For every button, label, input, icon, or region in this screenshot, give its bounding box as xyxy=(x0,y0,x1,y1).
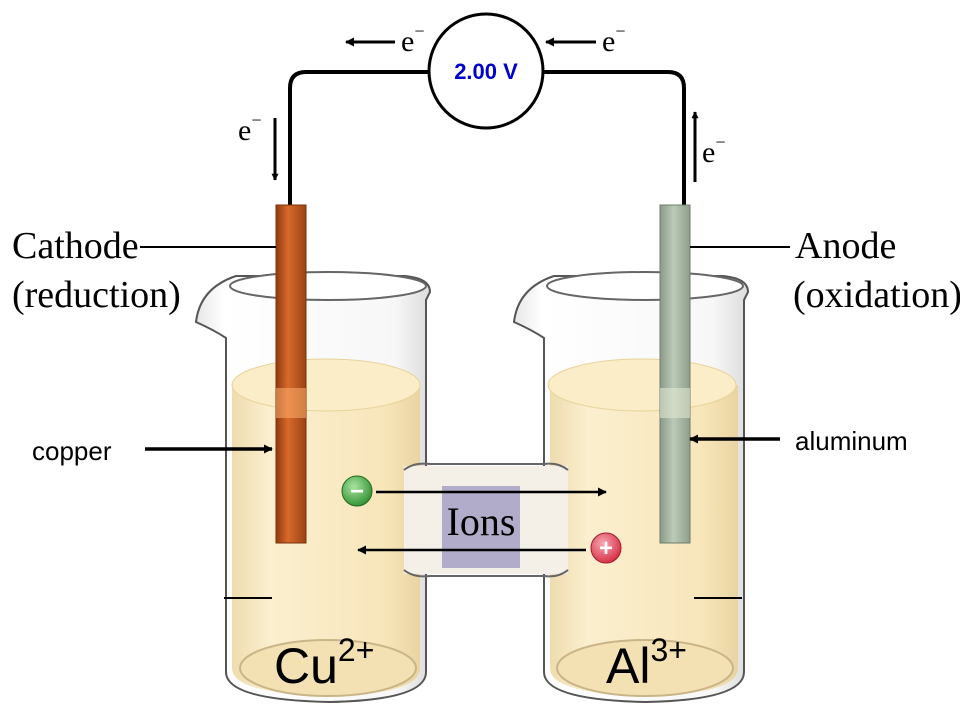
cathode-sublabel: (reduction) xyxy=(12,274,181,316)
anode-label: Anode xyxy=(795,225,896,267)
copper-electrode xyxy=(275,204,307,544)
electron-label-top-left: e− xyxy=(401,21,424,58)
electron-label-left: e− xyxy=(238,110,261,147)
anode-sublabel: (oxidation) xyxy=(793,274,960,316)
copper-label: copper xyxy=(32,436,112,466)
left-beaker-bottom xyxy=(239,639,417,697)
salt-bridge: Ions xyxy=(403,462,569,578)
left-solution-surface xyxy=(231,358,421,412)
cathode-label: Cathode xyxy=(12,225,139,267)
aluminum-label: aluminum xyxy=(795,426,908,456)
external-wire xyxy=(288,70,686,205)
svg-text:+: + xyxy=(599,535,613,562)
aluminum-ion-label: Al3+ xyxy=(606,632,687,694)
copper-ion-label: Cu2+ xyxy=(274,632,374,694)
salt-bridge-band xyxy=(442,486,520,568)
right-solution-surface xyxy=(547,358,737,412)
right-beaker-bottom xyxy=(556,639,734,697)
aluminum-electrode xyxy=(659,204,691,544)
svg-text:−: − xyxy=(350,478,364,505)
negative-ion: − xyxy=(341,475,373,507)
voltmeter: 2.00 V xyxy=(427,12,545,130)
ions-label: Ions xyxy=(447,499,516,544)
voltage-reading: 2.00 V xyxy=(454,59,518,84)
electron-label-right: e− xyxy=(702,132,725,169)
electron-label-top-right: e− xyxy=(602,21,625,58)
positive-ion: + xyxy=(590,532,622,564)
